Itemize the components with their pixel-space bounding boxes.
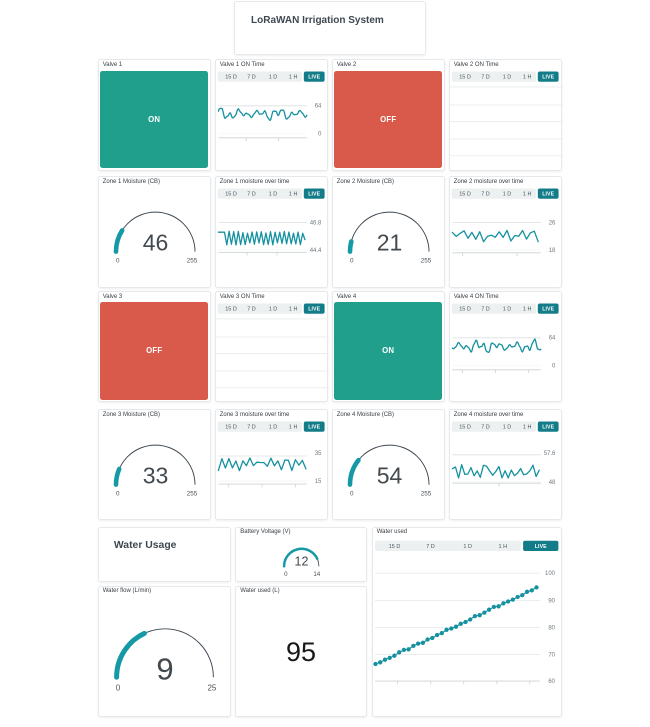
svg-text:64: 64 — [548, 335, 555, 341]
svg-text:7 D: 7 D — [481, 75, 490, 81]
svg-text:255: 255 — [186, 490, 197, 497]
svg-text:46: 46 — [142, 230, 168, 256]
svg-text:255: 255 — [186, 258, 197, 265]
svg-text:1 H: 1 H — [522, 424, 531, 430]
svg-text:255: 255 — [420, 490, 431, 497]
svg-text:15 D: 15 D — [225, 75, 237, 81]
svg-text:0: 0 — [115, 683, 120, 692]
svg-text:1 H: 1 H — [522, 306, 531, 312]
svg-text:7 D: 7 D — [481, 306, 490, 312]
svg-text:60: 60 — [548, 679, 555, 685]
svg-text:15 D: 15 D — [225, 306, 237, 312]
svg-text:1 D: 1 D — [502, 192, 511, 198]
svg-text:1 D: 1 D — [268, 192, 277, 198]
svg-text:0: 0 — [116, 258, 120, 265]
svg-text:15 D: 15 D — [459, 306, 471, 312]
svg-text:1 D: 1 D — [268, 306, 277, 312]
svg-text:1 H: 1 H — [288, 424, 297, 430]
svg-text:21: 21 — [376, 230, 402, 256]
svg-text:0: 0 — [350, 490, 354, 497]
svg-text:100: 100 — [544, 571, 555, 577]
svg-text:1 H: 1 H — [288, 306, 297, 312]
svg-text:7 D: 7 D — [247, 424, 256, 430]
svg-text:12: 12 — [295, 554, 309, 568]
svg-text:LIVE: LIVE — [308, 75, 320, 81]
svg-text:54: 54 — [376, 462, 402, 488]
svg-text:14: 14 — [313, 570, 320, 577]
svg-text:15 D: 15 D — [459, 75, 471, 81]
svg-text:LIVE: LIVE — [308, 192, 320, 198]
svg-text:0: 0 — [318, 132, 322, 138]
svg-text:7 D: 7 D — [426, 543, 435, 549]
svg-text:80: 80 — [548, 625, 555, 631]
svg-text:35: 35 — [314, 451, 321, 457]
svg-text:18: 18 — [548, 248, 555, 254]
svg-text:LIVE: LIVE — [534, 543, 546, 549]
svg-text:LIVE: LIVE — [542, 306, 554, 312]
svg-text:7 D: 7 D — [247, 306, 256, 312]
svg-text:0: 0 — [350, 258, 354, 265]
svg-text:7 D: 7 D — [481, 192, 490, 198]
svg-text:15 D: 15 D — [225, 192, 237, 198]
svg-text:255: 255 — [420, 258, 431, 265]
svg-text:1 D: 1 D — [502, 306, 511, 312]
svg-text:1 D: 1 D — [502, 424, 511, 430]
svg-text:7 D: 7 D — [247, 75, 256, 81]
svg-text:25: 25 — [207, 683, 216, 692]
svg-text:15 D: 15 D — [388, 543, 400, 549]
svg-text:1 H: 1 H — [288, 75, 297, 81]
svg-text:90: 90 — [548, 598, 555, 604]
svg-text:15 D: 15 D — [225, 424, 237, 430]
svg-text:1 H: 1 H — [288, 192, 297, 198]
svg-text:0: 0 — [116, 490, 120, 497]
svg-text:LIVE: LIVE — [542, 424, 554, 430]
svg-text:1 D: 1 D — [463, 543, 472, 549]
svg-text:15 D: 15 D — [459, 192, 471, 198]
svg-text:LIVE: LIVE — [542, 192, 554, 198]
svg-text:64: 64 — [314, 104, 321, 110]
svg-text:70: 70 — [548, 652, 555, 658]
svg-text:LIVE: LIVE — [308, 306, 320, 312]
svg-text:15 D: 15 D — [459, 424, 471, 430]
svg-text:48: 48 — [548, 480, 555, 486]
svg-text:7 D: 7 D — [247, 192, 256, 198]
svg-text:26: 26 — [548, 221, 555, 227]
svg-text:LIVE: LIVE — [542, 75, 554, 81]
svg-text:LIVE: LIVE — [308, 424, 320, 430]
svg-text:7 D: 7 D — [481, 424, 490, 430]
svg-text:1 H: 1 H — [498, 543, 507, 549]
svg-text:1 H: 1 H — [522, 192, 531, 198]
svg-text:46.8: 46.8 — [309, 221, 321, 227]
svg-text:9: 9 — [156, 651, 173, 686]
svg-text:1 D: 1 D — [268, 75, 277, 81]
svg-text:44.4: 44.4 — [309, 248, 321, 254]
svg-text:15: 15 — [314, 479, 321, 485]
svg-text:1 D: 1 D — [502, 75, 511, 81]
svg-text:1 D: 1 D — [268, 424, 277, 430]
svg-text:0: 0 — [284, 570, 288, 577]
svg-text:57.6: 57.6 — [543, 451, 555, 457]
svg-text:33: 33 — [142, 462, 168, 488]
svg-text:1 H: 1 H — [522, 75, 531, 81]
svg-text:0: 0 — [552, 363, 556, 369]
